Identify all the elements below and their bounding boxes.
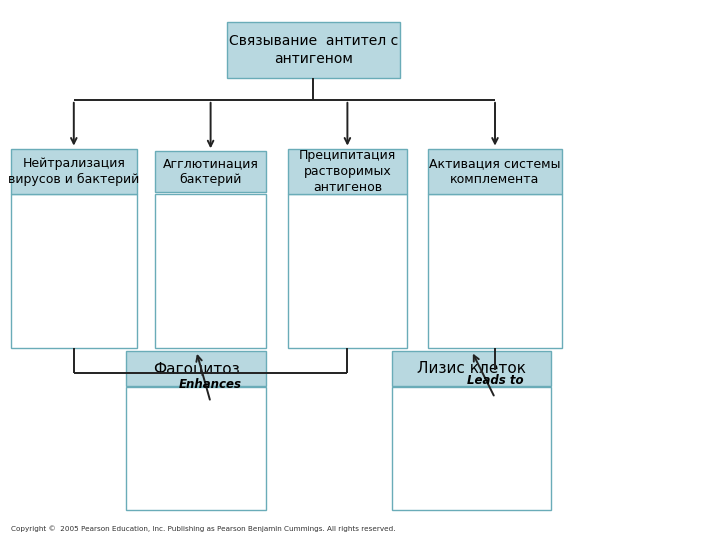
Text: Copyright ©  2005 Pearson Education, Inc. Publishing as Pearson Benjamin Cumming: Copyright © 2005 Pearson Education, Inc.… [11,525,395,532]
FancyBboxPatch shape [155,151,266,192]
Text: Связывание  антител с
антигеном: Связывание антител с антигеном [228,35,398,65]
Text: Leads to: Leads to [467,374,523,387]
Text: Активация системы
комплемента: Активация системы комплемента [429,157,561,186]
Text: Преципитация
растворимых
антигенов: Преципитация растворимых антигенов [299,149,396,194]
FancyBboxPatch shape [155,194,266,348]
Text: Фагоцитоз: Фагоцитоз [153,361,240,376]
Text: Enhances: Enhances [179,378,242,391]
FancyBboxPatch shape [227,22,400,78]
FancyBboxPatch shape [392,387,551,510]
FancyBboxPatch shape [428,194,562,348]
Text: Лизис клеток: Лизис клеток [417,361,526,376]
FancyBboxPatch shape [11,148,137,194]
FancyBboxPatch shape [126,351,266,386]
FancyBboxPatch shape [428,148,562,194]
FancyBboxPatch shape [288,148,407,194]
FancyBboxPatch shape [392,351,551,386]
FancyBboxPatch shape [288,194,407,348]
Text: Нейтрализация
вирусов и бактерий: Нейтрализация вирусов и бактерий [8,157,140,186]
FancyBboxPatch shape [11,194,137,348]
FancyBboxPatch shape [126,387,266,510]
Text: Агглютинация
бактерий: Агглютинация бактерий [163,157,258,186]
